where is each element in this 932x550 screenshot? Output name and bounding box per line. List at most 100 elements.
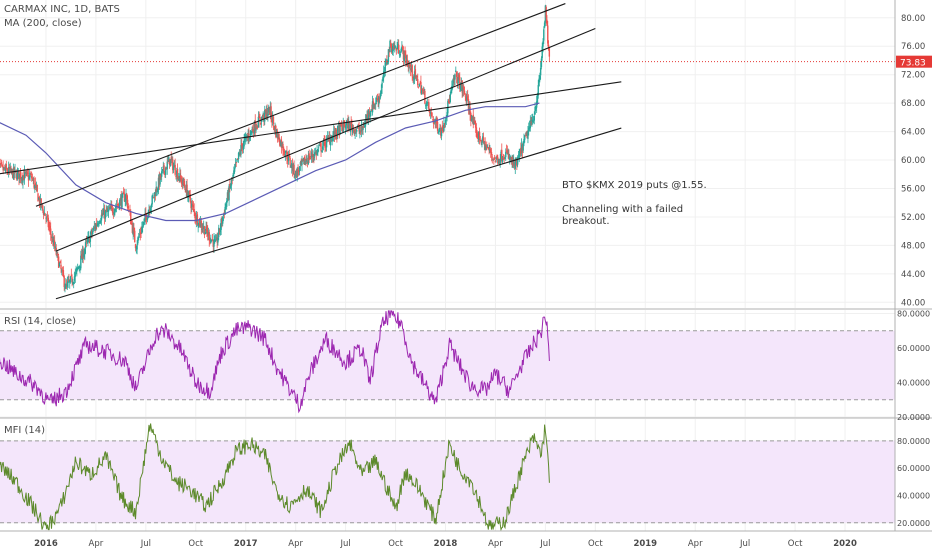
candle-down [184, 189, 187, 193]
candle-up [144, 214, 146, 221]
candle-up [269, 106, 272, 114]
candle-up [147, 212, 149, 219]
mfi-series [0, 423, 550, 532]
candle-up [450, 89, 452, 94]
candle-up [257, 116, 260, 128]
candle-up [137, 237, 139, 244]
candle-up [482, 136, 484, 142]
candle-down [390, 46, 393, 53]
candle-down [488, 147, 490, 151]
mfi-line [0, 423, 550, 532]
candle-up [220, 219, 222, 230]
candle-down [36, 184, 38, 192]
candle-up [440, 127, 443, 137]
candle-up [132, 228, 134, 235]
candle-up [444, 119, 447, 124]
candle-down [248, 133, 250, 139]
candle-down [419, 82, 421, 84]
candle-down [218, 228, 221, 232]
candle-up [509, 157, 511, 161]
candle-up [379, 92, 382, 98]
candle-down [363, 126, 365, 128]
candle-down [227, 192, 229, 199]
candle-up [159, 173, 161, 185]
candle-down [111, 204, 113, 208]
candle-up [532, 121, 535, 123]
candle-down [409, 64, 411, 67]
candle-down [203, 226, 206, 236]
candle-up [325, 138, 328, 148]
candle-up [58, 262, 61, 267]
candle-up [349, 122, 352, 132]
time-tick-label: 2018 [434, 539, 458, 549]
candle-up [92, 227, 95, 231]
candle-up [443, 123, 445, 131]
candle-up [98, 223, 100, 225]
candle-up [99, 220, 102, 223]
candle-down [484, 141, 486, 150]
candle-up [90, 230, 92, 235]
candle-down [502, 157, 505, 160]
candle-down [91, 231, 93, 234]
candle-down [283, 150, 286, 156]
candle-down [315, 151, 317, 156]
mfi-pane-title: MFI (14) [4, 425, 46, 436]
candle-down [305, 159, 307, 161]
candle-up [483, 141, 486, 145]
candle-up [73, 276, 76, 281]
candle-up [100, 214, 103, 221]
candle-up [535, 101, 538, 108]
candle-up [391, 49, 394, 53]
time-tick-label: Jul [140, 539, 151, 549]
candle-up [125, 194, 127, 201]
candle-up [248, 137, 251, 140]
candle-up [326, 136, 329, 139]
candle-down [139, 232, 141, 235]
candle-down [122, 192, 125, 195]
candle-down [268, 107, 271, 115]
candle-up [234, 163, 237, 167]
candle-up [103, 209, 105, 215]
candle-down [256, 126, 258, 128]
candle-down [431, 112, 433, 118]
candle-down [71, 277, 73, 283]
candle-up [539, 68, 542, 76]
candle-up [11, 169, 13, 171]
candle-down [120, 196, 122, 206]
candle-down [505, 150, 508, 152]
candle-up [433, 120, 436, 123]
candle-up [535, 107, 537, 109]
candle-up [66, 282, 69, 287]
candle-down [467, 99, 470, 111]
candle-up [281, 142, 283, 147]
candle-up [151, 195, 153, 205]
candle-up [217, 237, 219, 243]
candle-down [15, 173, 18, 180]
candle-up [331, 135, 333, 142]
candle-up [533, 115, 535, 121]
candle-down [498, 159, 501, 163]
candle-down [264, 109, 267, 113]
candle-down [118, 203, 120, 209]
candle-down [252, 129, 255, 134]
candle-down [330, 140, 333, 142]
candle-up [518, 154, 520, 159]
candle-up [509, 156, 512, 160]
candle-up [387, 49, 390, 63]
candle-down [241, 143, 243, 146]
candle-up [344, 126, 347, 129]
candle-up [29, 175, 31, 178]
candle-up [415, 75, 417, 77]
candle-up [195, 215, 198, 222]
candle-up [424, 105, 427, 107]
candle-up [222, 213, 225, 216]
candle-up [230, 179, 233, 186]
candle-up [396, 48, 398, 49]
candle-down [411, 65, 413, 77]
candle-down [309, 158, 311, 159]
current-price-label: 73.83 [900, 59, 926, 69]
candle-down [472, 114, 474, 125]
candle-up [86, 240, 88, 242]
candle-up [205, 226, 207, 231]
channel-line [55, 27, 596, 252]
